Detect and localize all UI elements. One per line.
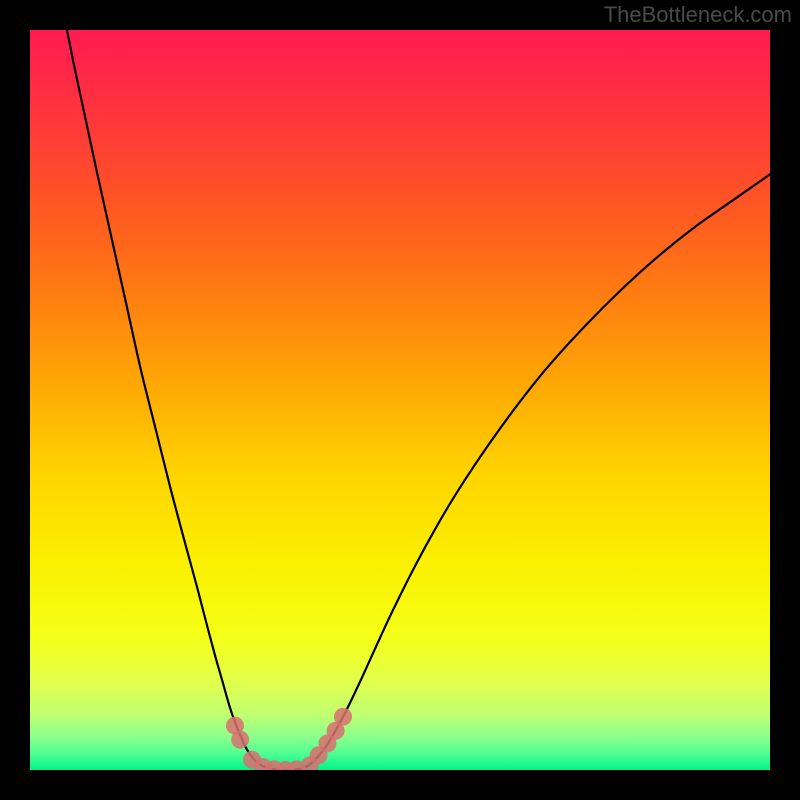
chart-svg (30, 30, 770, 770)
marker-point (334, 708, 352, 726)
chart-background (30, 30, 770, 770)
chart-frame: TheBottleneck.com (0, 0, 800, 800)
marker-point (231, 731, 249, 749)
watermark-text: TheBottleneck.com (604, 2, 792, 28)
plot-area (30, 30, 770, 770)
